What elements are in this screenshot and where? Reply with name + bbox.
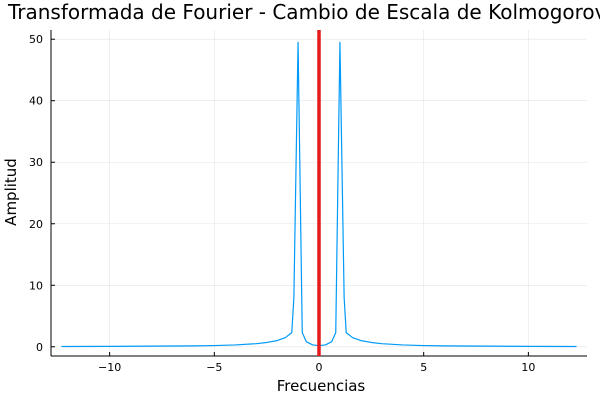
- y-tick-label: 30: [29, 156, 43, 169]
- y-axis-label: Amplitud: [2, 158, 20, 226]
- y-tick-label: 50: [29, 33, 43, 46]
- ticks: −10 −5 0 5 10 0 10 20 30 40 50: [29, 33, 535, 374]
- y-tick-label: 40: [29, 95, 43, 108]
- x-tick-label: 0: [316, 361, 323, 374]
- y-tick-label: 10: [29, 279, 43, 292]
- x-axis-label: Frecuencias: [277, 377, 366, 395]
- x-tick-label: 5: [420, 361, 427, 374]
- chart-title: Transformada de Fourier - Cambio de Esca…: [7, 0, 600, 24]
- y-tick-label: 20: [29, 218, 43, 231]
- y-tick-label: 0: [36, 341, 43, 354]
- x-tick-label: 10: [521, 361, 535, 374]
- x-tick-label: −5: [206, 361, 222, 374]
- x-tick-label: −10: [98, 361, 121, 374]
